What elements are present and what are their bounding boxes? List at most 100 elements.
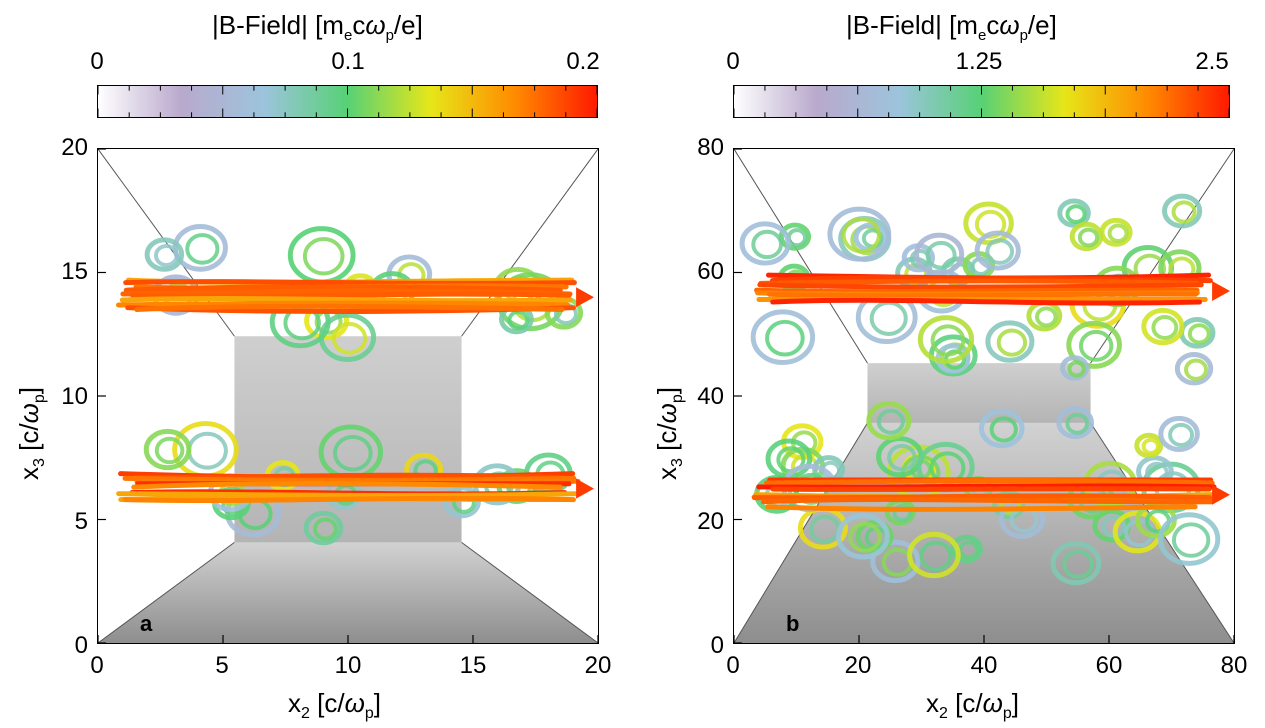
field-line-loop xyxy=(836,513,890,560)
field-line-loop xyxy=(985,320,1035,363)
field-line-loop xyxy=(1056,406,1095,440)
y-tick-label: 10 xyxy=(61,383,88,410)
colorbar-tick-label: 0.1 xyxy=(331,48,365,75)
field-line-loop xyxy=(930,324,966,357)
field-line-loop xyxy=(1060,355,1090,381)
field-line-loop xyxy=(302,236,345,276)
field-arrow xyxy=(576,478,595,499)
field-line-loop xyxy=(1141,437,1160,456)
field-line-loop xyxy=(992,490,1026,520)
field-line-loop xyxy=(996,328,1028,357)
field-line-loop xyxy=(907,531,961,579)
x-tick-label: 80 xyxy=(1220,652,1248,679)
field-line-loop xyxy=(841,216,881,254)
filament-plot xyxy=(734,149,1234,643)
y-axis-label: x3 [c/ωp] xyxy=(652,387,687,480)
field-line-loop xyxy=(739,221,791,266)
field-line-loop xyxy=(866,401,912,441)
y-tick-label: 20 xyxy=(61,134,88,161)
field-line-loop xyxy=(963,201,1014,246)
x-tick-label: 0 xyxy=(726,652,740,679)
field-line-loop xyxy=(1062,549,1094,579)
field-line xyxy=(123,279,577,286)
field-line-loop xyxy=(1065,204,1087,224)
colorbar-tick-label: 0 xyxy=(726,48,740,75)
field-line xyxy=(116,300,570,308)
field-line xyxy=(757,282,1204,290)
field-line xyxy=(116,491,579,499)
field-line-loop xyxy=(887,443,917,472)
field-line-loop xyxy=(869,300,908,336)
field-line-loop xyxy=(979,408,1025,449)
field-line-loop xyxy=(750,309,816,365)
x-axis-label: x2 [c/ωp] xyxy=(288,688,381,723)
field-line-loop xyxy=(925,240,957,270)
y-tick-label: 5 xyxy=(74,508,88,535)
field-line xyxy=(119,296,573,304)
field-line-loop xyxy=(848,521,882,553)
colorbar xyxy=(97,85,598,118)
x-tick-label: 10 xyxy=(334,652,362,679)
field-line-loop xyxy=(1168,422,1195,447)
field-line-loop xyxy=(303,510,344,546)
field-line-loop xyxy=(1057,198,1091,228)
field-line-loop xyxy=(855,519,894,554)
colorbar-tick-label: 2.5 xyxy=(1195,48,1229,75)
field-line-loop xyxy=(313,517,338,541)
field-line-loop xyxy=(914,232,965,276)
field-line xyxy=(770,486,1212,492)
field-line-loop xyxy=(1078,329,1114,362)
field-line-loop xyxy=(154,436,185,465)
field-line xyxy=(770,297,1202,306)
x-tick-label: 5 xyxy=(215,652,229,679)
field-line-loop xyxy=(185,233,220,265)
field-line-loop xyxy=(827,206,892,262)
field-line xyxy=(758,278,1200,286)
box-edge xyxy=(461,542,598,643)
field-line-loop xyxy=(507,309,530,331)
box-edge xyxy=(734,149,868,364)
field-arrow xyxy=(576,287,595,308)
field-line-loop xyxy=(1035,306,1058,328)
field-line-loop xyxy=(1069,221,1104,252)
field-line-loop xyxy=(1171,200,1197,224)
field-line-loop xyxy=(950,534,983,564)
colorbar-ticks xyxy=(97,86,598,117)
field-line-loop xyxy=(917,315,975,364)
field-line xyxy=(765,504,1198,512)
field-line-loop xyxy=(778,222,812,251)
field-line-loop xyxy=(1151,315,1179,340)
field-line-loop xyxy=(870,539,921,584)
panel-a: |B-Field| [mecωp/e] 0 0.1 0.2 a 0 5 10 1… xyxy=(0,0,632,728)
field-line-loop xyxy=(153,244,179,268)
field-line-loop xyxy=(1171,522,1211,558)
field-line-loop xyxy=(1184,358,1209,381)
field-line-loop xyxy=(974,230,1021,271)
plot-area: b xyxy=(733,148,1235,644)
x-tick-label: 0 xyxy=(90,652,104,679)
field-line xyxy=(134,303,565,312)
filament-plot xyxy=(98,149,598,643)
colorbar-ticks xyxy=(733,86,1230,117)
field-line-loop xyxy=(919,540,953,572)
field-line xyxy=(131,480,563,490)
box-edge xyxy=(1090,149,1234,364)
x-tick-label: 20 xyxy=(584,652,612,679)
field-line-loop xyxy=(751,229,783,260)
y-tick-label: 15 xyxy=(61,258,88,285)
y-tick-label: 0 xyxy=(74,632,88,659)
box-edge xyxy=(98,542,235,643)
field-line-loop xyxy=(1066,320,1122,369)
y-tick-label: 80 xyxy=(697,134,724,161)
field-line-loop xyxy=(1065,412,1090,435)
field-line-loop xyxy=(1141,307,1185,346)
y-tick-label: 60 xyxy=(697,258,724,285)
y-tick-label: 0 xyxy=(710,632,724,659)
box-floor xyxy=(98,542,598,643)
field-line-loop xyxy=(974,209,1007,239)
panel-b: |B-Field| [mecωp/e] 0 1.25 2.5 b 0 20 40… xyxy=(632,0,1264,728)
field-line-loop xyxy=(1161,193,1203,229)
field-line xyxy=(766,291,1199,299)
field-line xyxy=(123,284,563,293)
field-line-loop xyxy=(1174,351,1214,386)
